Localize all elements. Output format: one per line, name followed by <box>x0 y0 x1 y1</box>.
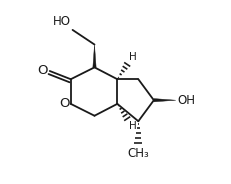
Text: H: H <box>129 121 137 131</box>
Text: H: H <box>129 52 137 62</box>
Text: O: O <box>59 97 70 110</box>
Text: OH: OH <box>178 94 196 107</box>
Text: O: O <box>37 65 48 77</box>
Text: HO: HO <box>53 15 71 28</box>
Polygon shape <box>93 45 96 67</box>
Text: CH₃: CH₃ <box>128 147 149 160</box>
Polygon shape <box>154 99 176 102</box>
